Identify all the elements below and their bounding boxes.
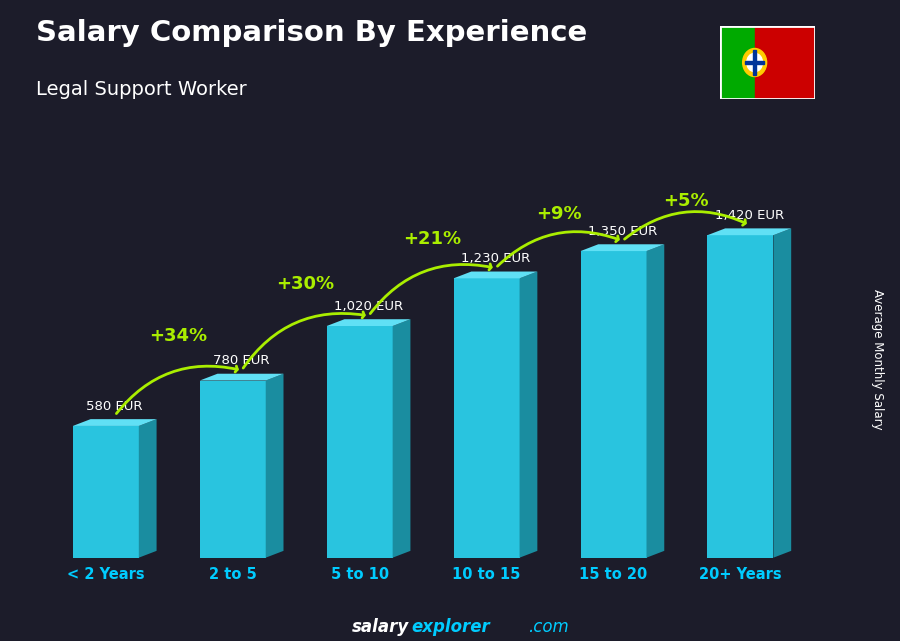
Text: Legal Support Worker: Legal Support Worker: [36, 80, 247, 99]
Text: .com: .com: [528, 618, 569, 636]
FancyBboxPatch shape: [454, 278, 519, 558]
FancyBboxPatch shape: [73, 426, 139, 558]
Polygon shape: [139, 419, 157, 558]
Text: Salary Comparison By Experience: Salary Comparison By Experience: [36, 19, 587, 47]
Polygon shape: [580, 244, 664, 251]
Bar: [753, 49, 756, 76]
Text: 1,350 EUR: 1,350 EUR: [588, 225, 657, 238]
Polygon shape: [392, 319, 410, 558]
Text: 1,230 EUR: 1,230 EUR: [461, 252, 530, 265]
Text: explorer: explorer: [411, 618, 490, 636]
Polygon shape: [707, 228, 791, 235]
Text: +30%: +30%: [276, 275, 334, 293]
Bar: [745, 61, 764, 64]
Bar: [754, 26, 814, 99]
Polygon shape: [266, 374, 284, 558]
Polygon shape: [454, 272, 537, 278]
Text: +9%: +9%: [536, 205, 581, 223]
Text: 780 EUR: 780 EUR: [213, 354, 270, 367]
Polygon shape: [327, 319, 410, 326]
FancyBboxPatch shape: [580, 251, 646, 558]
Text: 580 EUR: 580 EUR: [86, 400, 143, 413]
Text: +21%: +21%: [403, 230, 461, 248]
FancyBboxPatch shape: [707, 235, 773, 558]
Circle shape: [742, 49, 767, 76]
Text: salary: salary: [352, 618, 410, 636]
Text: 1,420 EUR: 1,420 EUR: [715, 209, 784, 222]
Polygon shape: [200, 374, 284, 381]
Text: Average Monthly Salary: Average Monthly Salary: [871, 288, 884, 429]
FancyBboxPatch shape: [200, 381, 266, 558]
Bar: [720, 26, 754, 99]
Polygon shape: [73, 419, 157, 426]
Polygon shape: [646, 244, 664, 558]
Text: +34%: +34%: [149, 327, 207, 345]
Text: +5%: +5%: [663, 192, 708, 210]
Polygon shape: [773, 228, 791, 558]
Text: 1,020 EUR: 1,020 EUR: [334, 300, 403, 313]
Polygon shape: [519, 272, 537, 558]
FancyBboxPatch shape: [327, 326, 392, 558]
Circle shape: [747, 53, 762, 72]
